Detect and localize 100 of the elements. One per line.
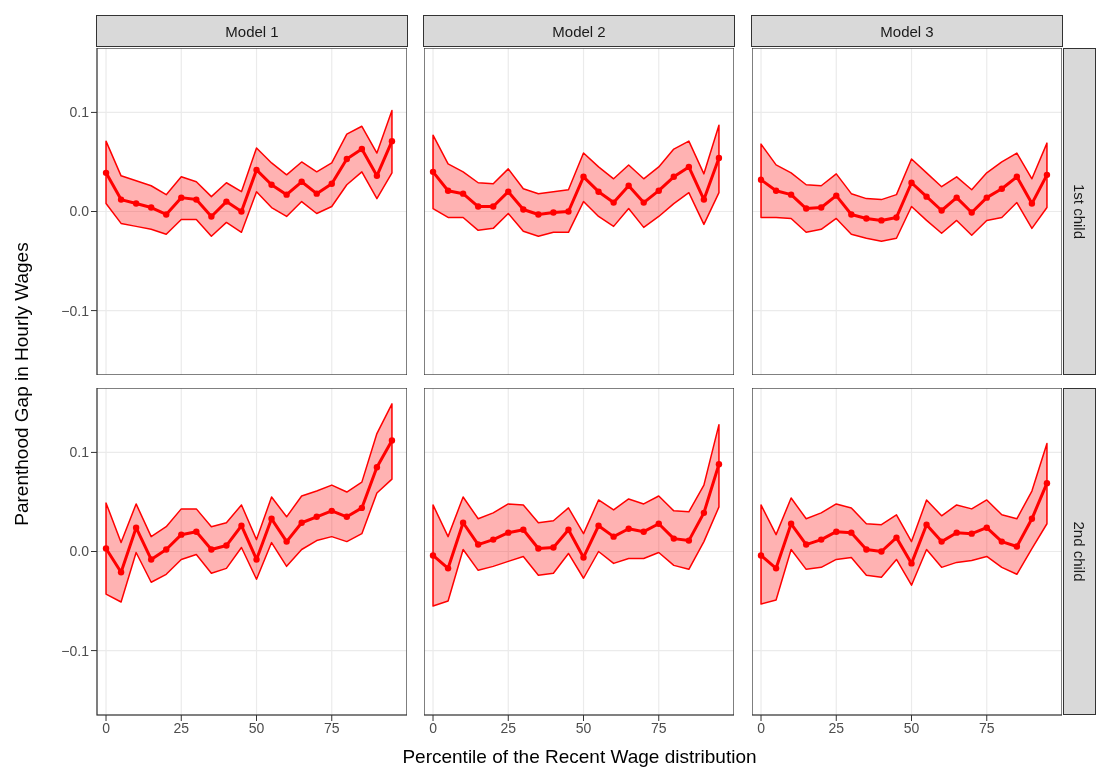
point [313,190,320,197]
point [908,179,915,186]
point [818,536,825,543]
point [328,180,335,187]
point [117,196,125,203]
point [193,528,200,535]
point [343,513,351,521]
point [625,525,632,532]
point [444,565,452,572]
point [388,437,396,444]
point [117,569,125,576]
point [670,173,678,181]
point [373,172,381,180]
point [968,530,975,537]
point [953,194,960,201]
x-tick-label: 50 [903,719,920,736]
point [953,529,960,536]
point [610,533,617,540]
y-tick-label: 0.0 [69,543,90,560]
point [298,519,305,526]
point [429,552,437,559]
point [833,192,840,199]
point [223,198,230,205]
point [505,188,512,195]
point [580,554,587,561]
point [640,199,647,206]
point [1043,479,1051,487]
point [802,541,810,548]
y-tick-label: 0.1 [69,104,90,121]
point [893,214,900,221]
point [328,507,335,515]
point [343,155,351,163]
point [163,211,170,218]
x-tick-label: 25 [173,719,190,736]
point [595,188,602,195]
point [102,545,110,552]
point [938,207,945,214]
point [863,546,870,553]
point [535,211,542,218]
point [595,522,602,529]
y2-axis-title: 2nd child [1071,521,1089,582]
point [802,205,810,212]
point [787,520,795,527]
point [818,204,825,211]
point [998,185,1006,192]
point [238,208,245,215]
point [998,538,1006,545]
point [550,544,557,551]
x-tick-label: 0 [102,719,111,736]
point [147,556,155,563]
point [373,464,381,471]
point [772,187,780,194]
point [908,560,915,567]
point [685,163,693,171]
x-tick-label: 25 [500,719,517,736]
point [178,531,185,538]
point [968,209,975,216]
x-tick-label: 75 [650,719,667,736]
point [268,515,275,522]
point [878,217,885,224]
x-tick-label: 0 [429,719,438,736]
point [535,545,542,552]
point [474,203,482,210]
point [238,522,245,529]
point [283,538,290,545]
y-tick-label: 0.1 [69,444,90,461]
x-tick-label: 75 [978,719,995,736]
point [1043,171,1051,179]
chart-title: Model 3 [751,15,1063,47]
point [983,524,990,531]
chart-title: Model 1 [96,15,408,47]
point [163,546,170,553]
point [505,529,512,536]
x-tick-label: 50 [575,719,592,736]
point [923,521,930,528]
point [1013,543,1021,550]
point [253,556,260,563]
point [193,196,200,203]
point [848,529,855,536]
point [358,145,366,153]
x-axis-title: Percentile of the Recent Wage distribution [401,746,758,768]
point [565,208,572,215]
point [102,169,110,177]
point [610,199,617,206]
point [655,520,662,527]
y-axis-title: Parenthood Gap in Hourly Wages [11,242,33,526]
point [520,526,527,533]
point [670,535,678,542]
point [700,509,708,517]
point [132,200,140,207]
point [772,565,780,572]
point [550,209,557,216]
point [983,194,990,201]
y-tick-label: −0.1 [61,302,90,319]
point [388,137,396,145]
point [520,206,527,213]
point [700,196,708,203]
point [268,181,275,188]
point [147,204,155,211]
y2-axis-title: 1st child [1071,183,1088,240]
